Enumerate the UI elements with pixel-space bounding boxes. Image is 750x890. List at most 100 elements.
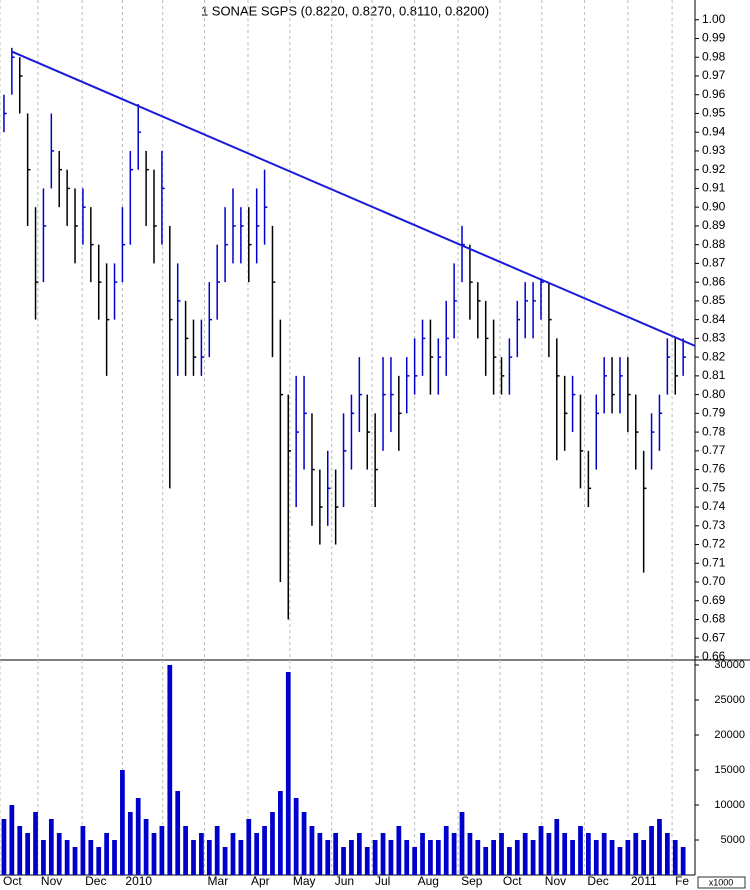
volume-bar: [206, 840, 212, 875]
volume-bar: [443, 826, 449, 875]
y-tick-label: 0.78: [702, 424, 726, 438]
volume-bar: [451, 833, 457, 875]
y-tick-label: 0.73: [702, 518, 726, 532]
y-tick-label: 0.92: [702, 162, 726, 176]
volume-bar: [475, 840, 481, 875]
y-tick-label: 0.99: [702, 31, 726, 45]
volume-bar: [262, 826, 267, 875]
volume-bar: [459, 812, 465, 875]
volume-bar: [175, 791, 181, 875]
x-tick-label: Jul: [375, 874, 390, 888]
y-tick-label: 0.77: [702, 443, 726, 457]
volume-bar: [230, 833, 236, 875]
volume-bar: [191, 840, 196, 875]
volume-bar: [285, 672, 291, 875]
x-tick-label: 2010: [125, 874, 152, 888]
volume-bar: [522, 833, 528, 875]
volume-bar: [214, 826, 220, 875]
volume-bar: [143, 819, 149, 875]
x-tick-label: Mar: [208, 874, 229, 888]
volume-bar: [41, 840, 46, 875]
volume-bar: [309, 826, 315, 875]
y-tick-label: 0.85: [702, 293, 726, 307]
y-tick-label: 0.96: [702, 87, 726, 101]
volume-bar: [483, 847, 489, 875]
volume-bar: [657, 819, 662, 875]
trendline: [11, 50, 696, 347]
volume-bar: [135, 798, 141, 875]
volume-bar: [317, 833, 323, 875]
volume-bar: [270, 812, 275, 875]
y-tick-label: 0.94: [702, 124, 726, 138]
volume-bar: [380, 833, 386, 875]
volume-bar: [301, 812, 307, 875]
volume-bar: [586, 833, 591, 875]
chart-title: 1 SONAE SGPS (0.8220, 0.8270, 0.8110, 0.…: [201, 3, 489, 18]
volume-bar: [120, 770, 125, 875]
volume-bar: [499, 833, 504, 875]
x-tick-label: Aug: [418, 874, 439, 888]
volume-bar: [1, 819, 7, 875]
volume-bar: [159, 826, 165, 875]
volume-bar: [48, 819, 54, 875]
volume-bar: [562, 833, 568, 875]
volume-bar: [372, 840, 378, 875]
volume-bar: [96, 847, 102, 875]
y-tick-label: 0.81: [702, 368, 726, 382]
y-tick-label: 0.74: [702, 499, 726, 513]
x-tick-label: Sep: [461, 874, 483, 888]
volume-bar: [199, 833, 204, 875]
volume-bar: [578, 826, 583, 875]
x-tick-label: Nov: [41, 874, 62, 888]
volume-bar: [435, 840, 441, 875]
y-tick-label: 1.00: [702, 12, 726, 26]
y-tick-label: 0.97: [702, 68, 726, 82]
volume-bar: [33, 812, 38, 875]
x-tick-label: Jun: [335, 874, 354, 888]
x-tick-label: Fe: [675, 874, 689, 888]
volume-bar: [25, 833, 31, 875]
y-tick-label: 0.70: [702, 574, 726, 588]
y-tick-label: 0.91: [702, 181, 726, 195]
y-tick-label: 0.68: [702, 612, 726, 626]
volume-bar: [570, 840, 575, 875]
y-tick-label: 0.98: [702, 49, 726, 63]
x-tick-label: Apr: [251, 874, 270, 888]
volume-bar: [127, 812, 133, 875]
volume-bar: [609, 840, 615, 875]
y-tick-label: 0.95: [702, 106, 726, 120]
volume-bar: [593, 840, 599, 875]
y-tick-label: 0.88: [702, 237, 726, 251]
volume-tick-label: 20000: [714, 729, 745, 741]
y-tick-label: 0.80: [702, 387, 726, 401]
volume-bar: [554, 819, 560, 875]
volume-bar: [356, 833, 362, 875]
volume-bar: [80, 826, 86, 875]
volume-bar: [641, 840, 647, 875]
volume-bar: [151, 833, 157, 875]
y-tick-label: 0.89: [702, 218, 726, 232]
volume-bar: [664, 833, 670, 875]
y-tick-label: 0.84: [702, 312, 726, 326]
y-tick-label: 0.83: [702, 331, 726, 345]
volume-tick-label: 10000: [714, 799, 745, 811]
volume-bar: [183, 826, 188, 875]
volume-bar: [246, 819, 252, 875]
volume-bar: [17, 826, 23, 875]
y-tick-label: 0.86: [702, 274, 726, 288]
volume-tick-label: 25000: [714, 694, 745, 706]
volume-tick-label: 15000: [714, 764, 745, 776]
y-tick-label: 0.76: [702, 462, 726, 476]
volume-bar: [278, 791, 283, 875]
volume-bar: [538, 826, 544, 875]
volume-bar: [491, 840, 496, 875]
volume-bar: [9, 805, 15, 875]
y-tick-label: 0.67: [702, 630, 726, 644]
y-tick-label: 0.82: [702, 349, 726, 363]
volume-bar: [649, 826, 654, 875]
volume-bar: [56, 833, 62, 875]
x-tick-label: Dec: [587, 874, 608, 888]
volume-bar: [325, 840, 331, 875]
volume-bar: [404, 840, 410, 875]
